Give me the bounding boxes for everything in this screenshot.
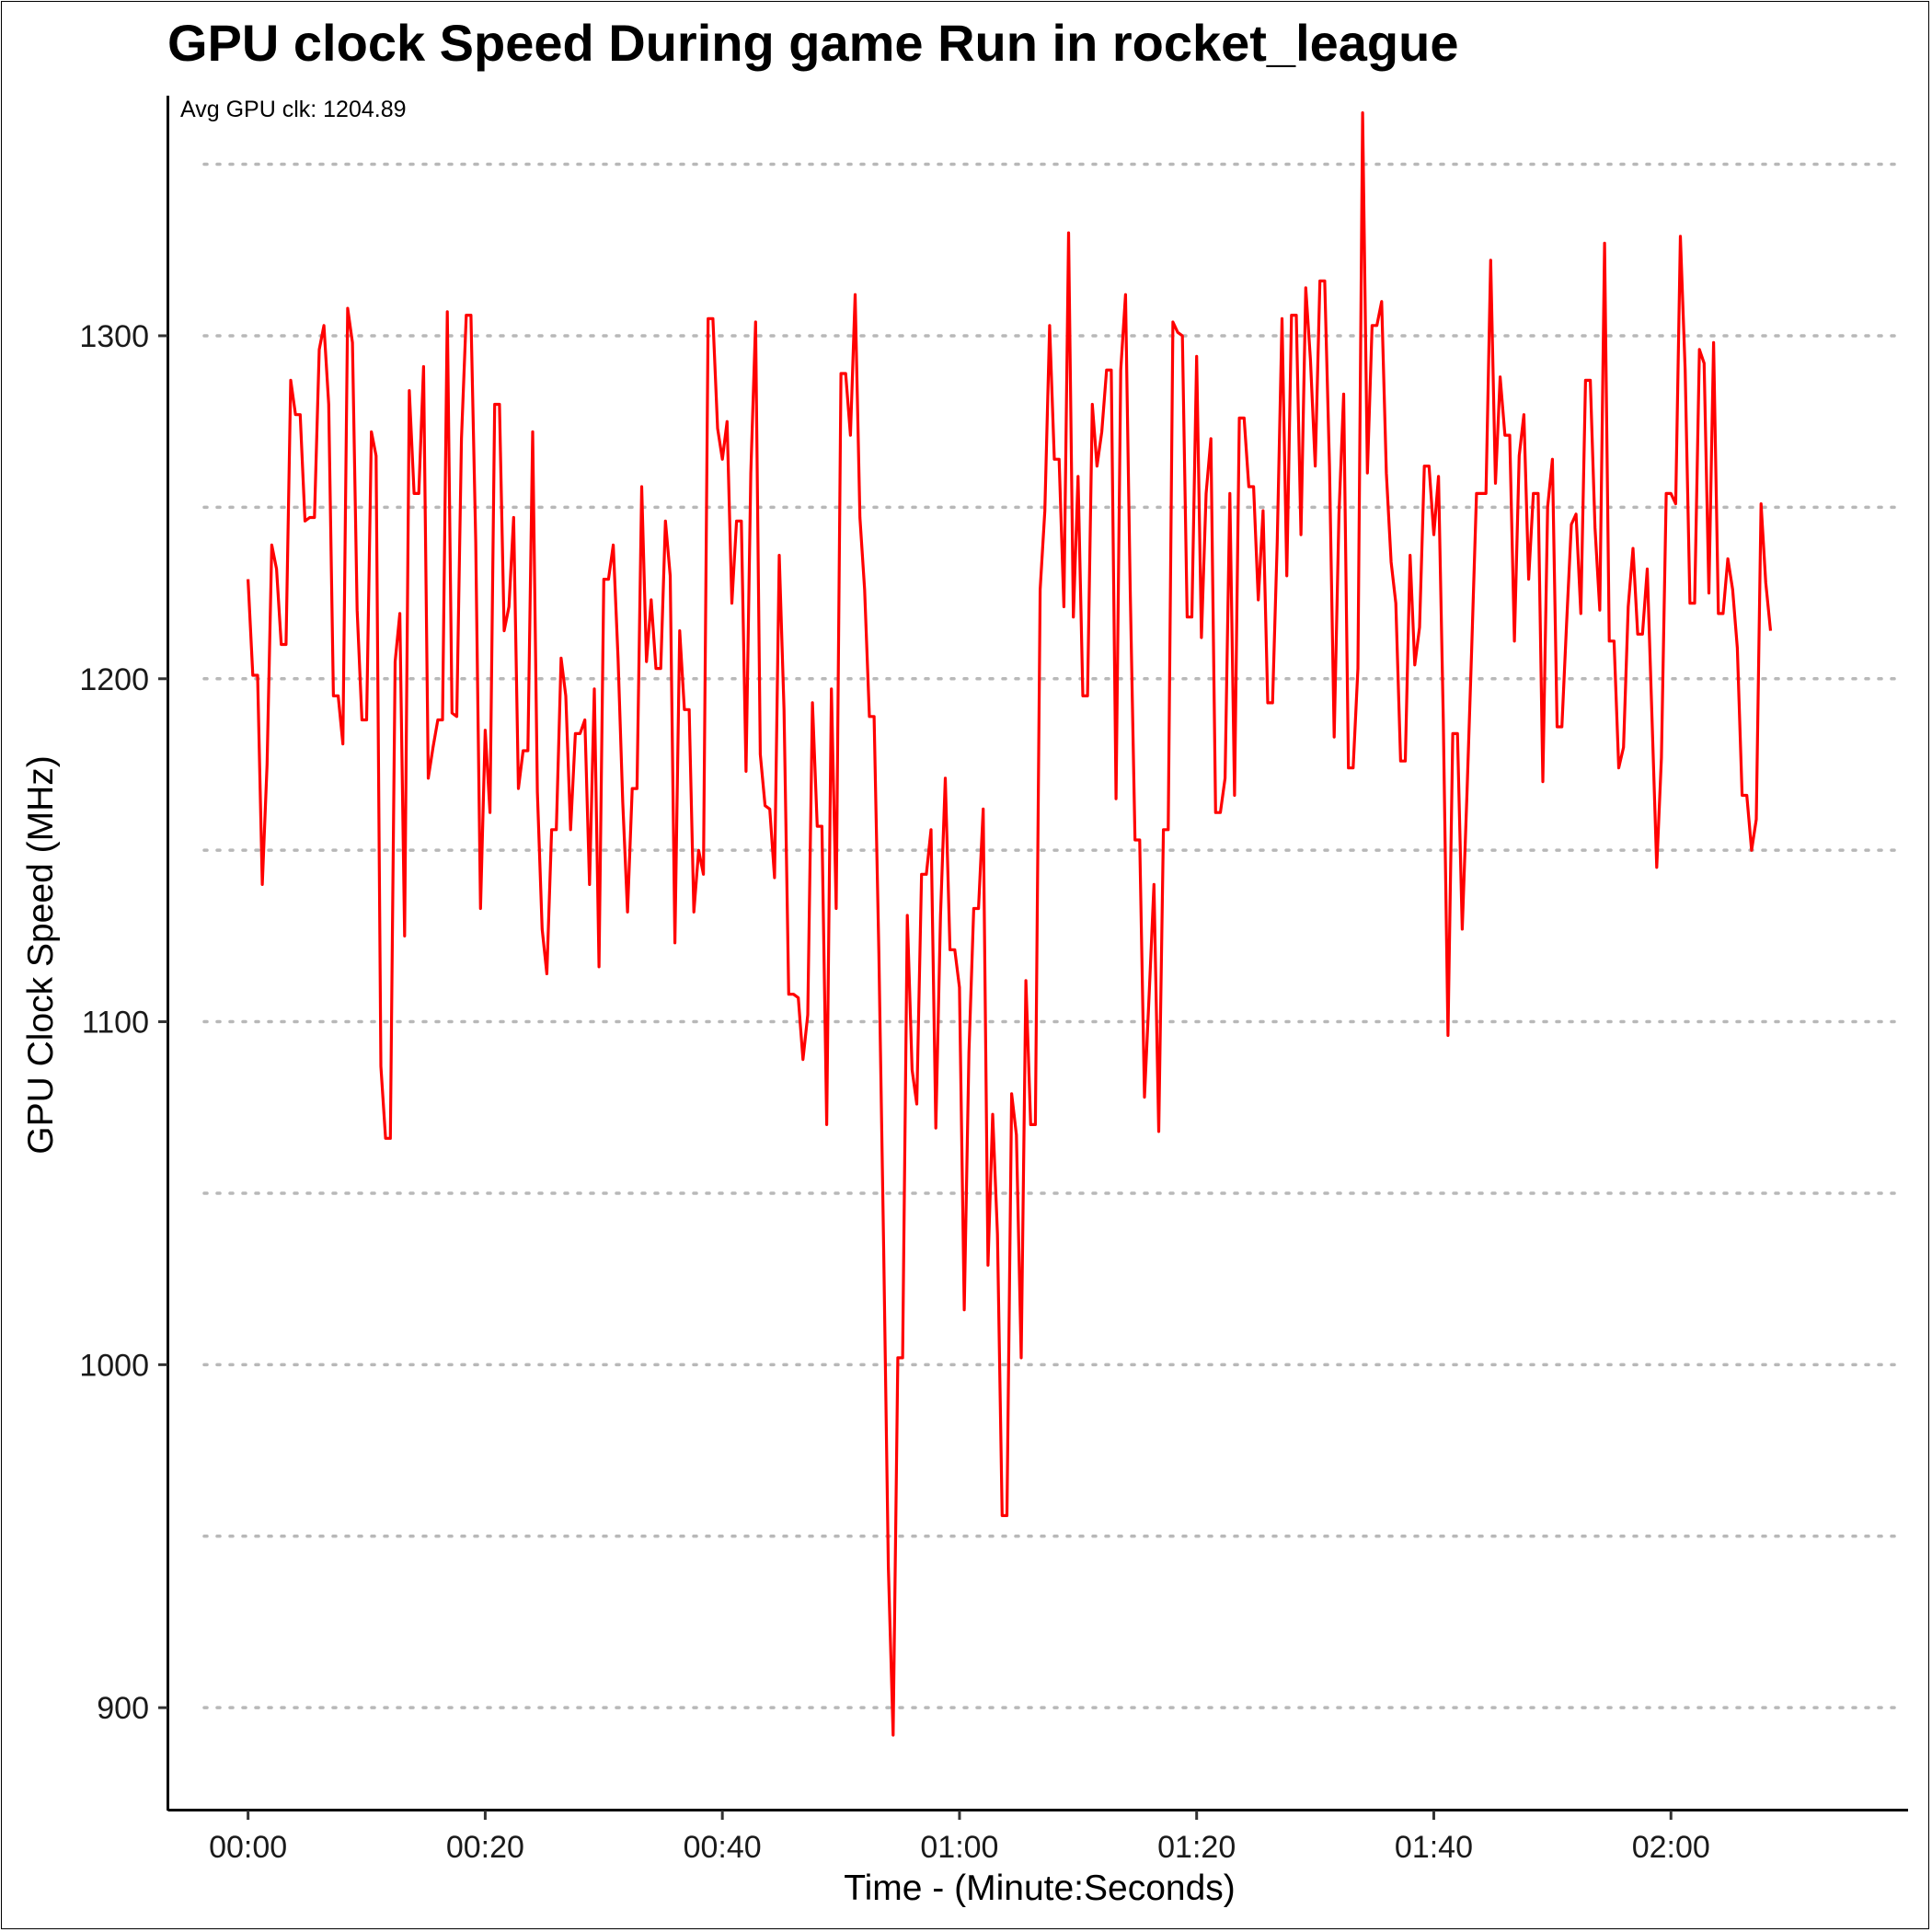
y-tick-label: 1200 (79, 662, 149, 697)
x-tick-label: 01:20 (1157, 1830, 1236, 1865)
x-tick-label: 01:40 (1395, 1830, 1473, 1865)
y-axis-label: GPU Clock Speed (MHz) (21, 755, 61, 1154)
axis-ticks: 900 1000 1100 1200 1300 00:00 00:20 00:40 01:00 0… (79, 319, 1709, 1865)
gridlines (202, 162, 1899, 1709)
x-tick-label: 01:00 (920, 1830, 998, 1865)
chart-title: GPU clock Speed During game Run in rocke… (167, 14, 1458, 72)
x-axis-label: Time - (Minute:Seconds) (844, 1869, 1236, 1908)
x-tick-label: 00:00 (209, 1830, 287, 1865)
x-tick-label: 00:40 (684, 1830, 762, 1865)
series-layer (247, 111, 1773, 1737)
x-tick-label: 02:00 (1632, 1830, 1710, 1865)
y-tick-label: 900 (97, 1691, 149, 1726)
avg-clock-annotation: Avg GPU clk: 1204.89 (180, 97, 407, 122)
y-tick-label: 1100 (82, 1006, 149, 1041)
y-tick-label: 1000 (79, 1348, 149, 1383)
y-tick-label: 1300 (79, 319, 149, 354)
x-tick-label: 00:20 (446, 1830, 524, 1865)
series-line-gpu-clock (247, 111, 1773, 1737)
